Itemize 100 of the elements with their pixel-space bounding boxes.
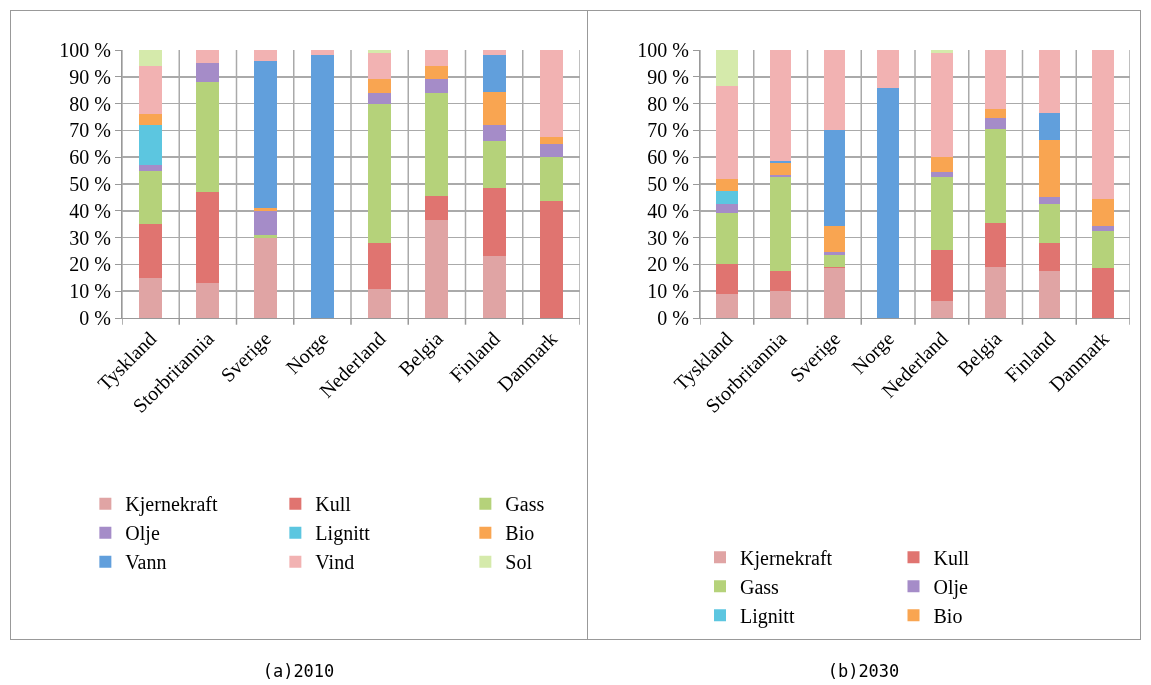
bar [1038,112,1061,140]
bar [716,50,738,87]
bar [877,87,899,318]
legend-label: Vann [125,551,167,574]
y-tick-label: 0 % [657,307,689,329]
bar [716,293,738,318]
bar [769,291,792,318]
bar [984,222,1007,268]
y-tick-label: 70 % [69,119,111,142]
bar [196,283,220,318]
text: (a)2010 [262,661,335,682]
bar [425,220,449,318]
bar [368,242,392,289]
y-tick-label: 50 % [69,173,111,195]
y-tick-label: 10 % [69,280,111,303]
bar [716,264,738,294]
y-tick-label: 10 % [647,280,689,303]
bar [716,190,738,205]
bar [823,225,846,253]
bar [425,66,449,80]
bar [716,86,738,179]
bar [984,108,1007,119]
y-tick-label: 20 % [69,253,111,276]
bar [931,300,953,318]
bar [139,224,163,278]
bar [931,157,953,172]
bar [196,63,220,83]
bar [482,188,506,257]
y-tick-label: 60 % [647,146,689,169]
legend-label: Kjernekraft [125,493,218,517]
bar [253,208,277,211]
y-tick-label: 20 % [647,253,689,276]
bar [769,50,792,162]
bar [769,177,792,272]
bar [984,118,1007,130]
bar [931,52,953,158]
bar [716,178,738,191]
legend-label: Sol [505,551,533,574]
bar [984,129,1007,223]
bar [368,79,392,93]
bar [539,137,563,144]
bar [931,50,953,53]
bar [139,165,163,171]
bar [539,50,563,138]
bar [823,268,846,318]
bar [1092,230,1114,269]
bar [368,288,392,318]
legend-label: Kull [315,493,352,516]
bar [823,50,846,131]
bar [368,92,392,104]
bar [1092,225,1114,231]
legend-label: Olje [125,522,160,546]
legend-label: Bio [505,522,535,545]
y-tick-label: 70 % [647,119,689,142]
bar [368,103,392,243]
legend-label: Kjernekraft [740,547,833,571]
bar [539,201,563,318]
bar [253,234,277,238]
bar [539,143,563,158]
bar [196,192,220,284]
bar [1038,242,1061,272]
bar [1038,139,1061,198]
y-tick-label: 0 % [79,307,111,329]
bar [1092,50,1114,199]
y-tick-label: 100 % [59,39,111,61]
y-tick-label: 100 % [637,39,689,61]
bar [984,50,1007,109]
bar [425,50,449,67]
bar [931,171,953,178]
bar [482,50,506,56]
legend-label: Gass [740,576,780,599]
legend-label: Lignitt [740,605,795,629]
y-tick-label: 90 % [647,65,689,88]
bar [1038,197,1061,205]
bar [769,162,792,175]
y-tick-label: 30 % [647,226,689,249]
bar [425,196,449,221]
bar [253,210,277,235]
bar [984,267,1007,318]
legend-label: Gass [505,493,545,516]
y-tick-label: 80 % [69,92,111,115]
y-tick-label: 50 % [647,173,689,195]
bar [425,92,449,197]
bar [368,52,392,80]
bar [482,141,506,189]
bar [310,55,334,318]
bar [139,50,163,67]
bar [196,82,220,193]
bar [823,255,846,268]
y-tick-label: 60 % [69,146,111,169]
bar [1038,50,1061,113]
legend-label: Olje [933,576,969,600]
bar [539,157,563,202]
bar [931,177,953,250]
bar [253,50,277,61]
bar [716,204,738,214]
bar [425,79,449,93]
bar [1038,271,1061,318]
bar [1092,268,1114,318]
bar [1038,204,1061,243]
